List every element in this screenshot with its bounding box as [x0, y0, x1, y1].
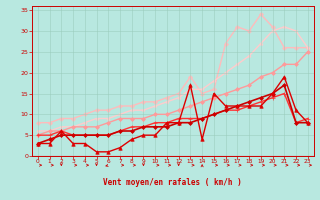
X-axis label: Vent moyen/en rafales ( km/h ): Vent moyen/en rafales ( km/h ): [103, 178, 242, 187]
